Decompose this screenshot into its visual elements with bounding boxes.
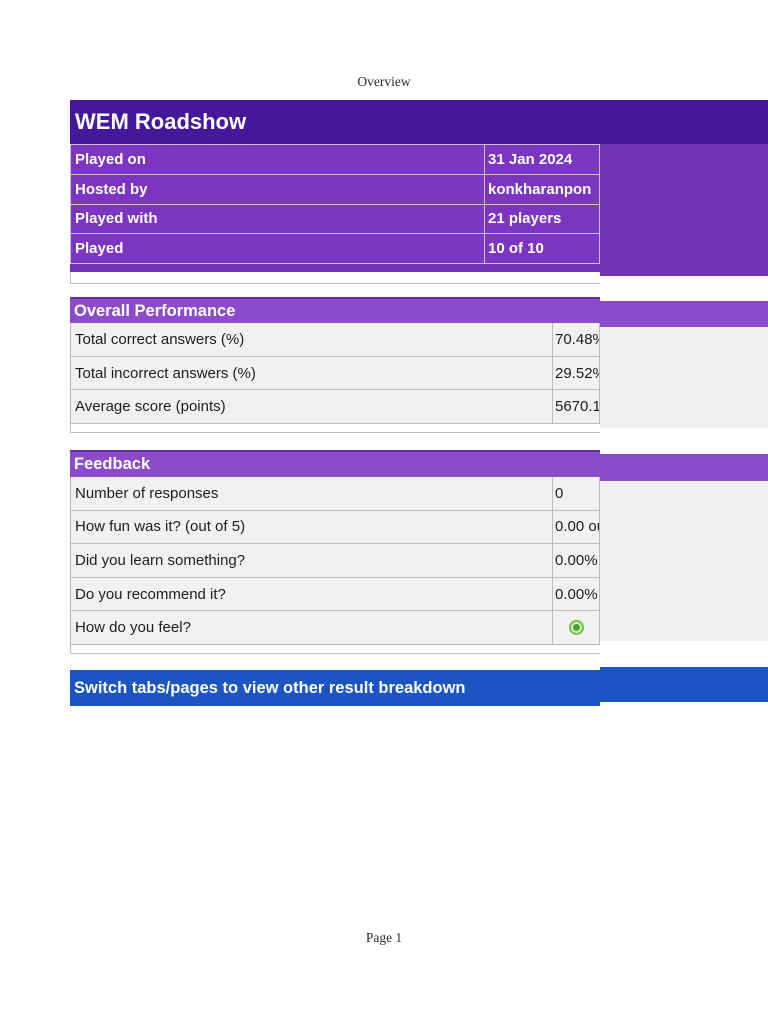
row-value: 70.48% [552,323,599,356]
row-value: 21 players [484,204,599,234]
switch-tabs-banner: Switch tabs/pages to view other result b… [70,670,600,706]
table-gap [70,424,600,433]
feel-green-dot-center [572,624,580,632]
table-row: How fun was it? (out of 5) 0.00 ou [71,510,599,545]
row-label: Average score (points) [75,398,226,416]
row-label: Did you learn something? [75,551,246,569]
row-label: Played [75,240,124,258]
row-label: Number of responses [75,484,219,502]
table-row: Do you recommend it? 0.00% [71,577,599,612]
row-label: Do you recommend it? [75,585,226,603]
row-label: Played with [75,210,158,228]
row-value: konkharanpon [484,174,599,204]
row-value: 0.00% [552,544,599,577]
row-value: 5670.1 [552,390,599,424]
table-gap [70,645,600,654]
game-summary-table: Played on 31 Jan 2024 Hosted by konkhara… [70,144,600,264]
feedback-header-extension [600,454,768,481]
overall-performance-header-extension [600,301,768,327]
game-title: WEM Roadshow [75,109,247,134]
row-label: How do you feel? [75,619,191,637]
table-row: Played with 21 players [71,204,599,235]
row-value: 0 [552,477,599,510]
table-row: Number of responses 0 [71,477,599,511]
feedback-bg-extension [600,481,768,641]
row-value: 0.00 ou [552,510,599,544]
row-value-feel [552,611,599,644]
feedback-table: Number of responses 0 How fun was it? (o… [70,477,600,645]
row-value: 10 of 10 [484,234,599,263]
table-row: Played on 31 Jan 2024 [71,145,599,175]
feel-green-dot-ring [570,622,582,634]
table-row: Hosted by konkharanpon [71,174,599,205]
table-gap [70,272,600,284]
banner-extension [600,667,768,702]
feedback-header: Feedback [70,450,600,477]
game-summary-bg-extension [600,144,768,276]
overall-performance-table: Total correct answers (%) 70.48% Total i… [70,323,600,425]
row-value: 31 Jan 2024 [484,145,599,174]
row-label: How fun was it? (out of 5) [75,518,246,536]
row-value: 0.00% [552,577,599,611]
row-label: Played on [75,150,146,168]
game-title-bar: WEM Roadshow [70,100,768,144]
table-row: Total incorrect answers (%) 29.52% [71,356,599,391]
feel-green-dot-icon [568,620,584,636]
row-label: Total incorrect answers (%) [75,364,256,382]
table-row: Total correct answers (%) 70.48% [71,323,599,357]
page-header-title: Overview [357,74,411,89]
overall-performance-bg-extension [600,327,768,428]
game-summary-bottom-strip [70,264,600,272]
row-value: 29.52% [552,356,599,390]
row-label: Hosted by [75,180,148,198]
table-row: Average score (points) 5670.1 [71,390,599,425]
row-label: Total correct answers (%) [75,330,245,348]
table-row: How do you feel? [71,611,599,645]
page-footer-label: Page 1 [365,930,403,945]
table-row: Played 10 of 10 [71,234,599,264]
overall-performance-header: Overall Performance [70,297,600,323]
table-row: Did you learn something? 0.00% [71,544,599,578]
